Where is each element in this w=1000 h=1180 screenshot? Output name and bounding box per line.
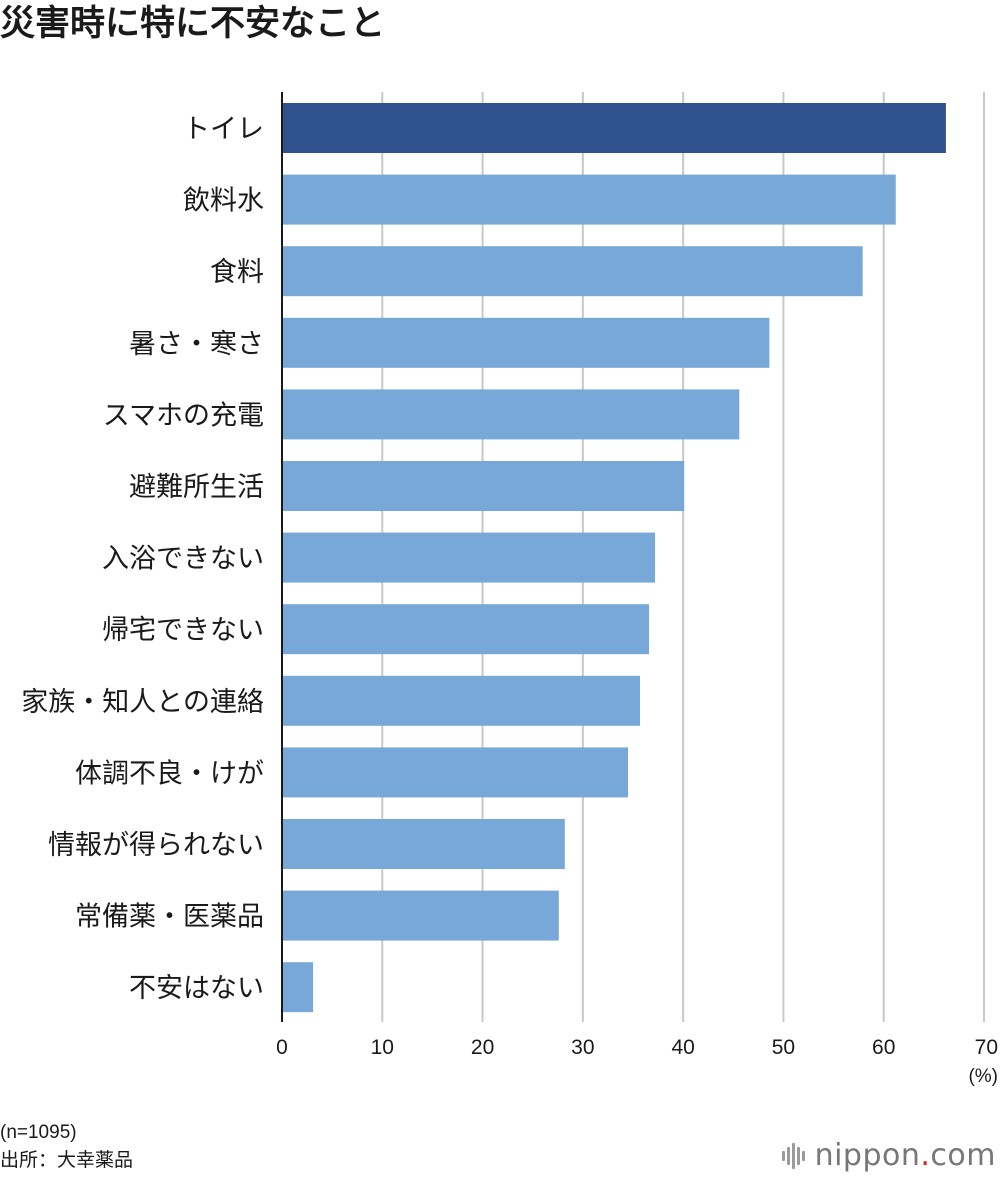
- bar: [282, 675, 641, 726]
- x-unit-label: (%): [968, 1066, 998, 1087]
- logo-bars-icon: [781, 1142, 805, 1169]
- category-label: 避難所生活: [129, 472, 264, 503]
- x-tick-label: 20: [471, 1036, 494, 1059]
- bar: [282, 246, 863, 297]
- x-tick-label: 60: [872, 1036, 895, 1059]
- bar: [282, 604, 650, 655]
- category-label: 入浴できない: [102, 544, 264, 575]
- category-label: スマホの充電: [103, 400, 264, 431]
- bar: [282, 174, 896, 225]
- category-label: トイレ: [183, 114, 264, 145]
- category-labels: トイレ飲料水食料暑さ・寒さスマホの充電避難所生活入浴できない帰宅できない家族・知…: [21, 114, 264, 1004]
- bar: [282, 532, 656, 583]
- x-tick-label: 40: [671, 1036, 694, 1059]
- bar: [282, 962, 314, 1013]
- chart-title: 災害時に特に不安なこと: [0, 4, 386, 44]
- category-label: 帰宅できない: [102, 615, 264, 646]
- x-tick-labels: 0 10 20 30 40 50 60 70: [276, 1036, 998, 1059]
- category-label: 情報が得られない: [48, 830, 264, 861]
- category-label: 不安はない: [129, 973, 264, 1004]
- bars: [282, 103, 946, 1013]
- bar: [282, 747, 628, 798]
- bar: [282, 819, 565, 869]
- bar: [282, 890, 559, 941]
- nippon-com-logo: nippon. com: [781, 1138, 996, 1173]
- category-label: 食料: [210, 257, 264, 288]
- category-label: 常備薬・医薬品: [75, 902, 264, 933]
- x-tick-label: 10: [371, 1036, 394, 1059]
- bar: [282, 317, 770, 368]
- logo-dot: .: [920, 1138, 931, 1173]
- category-label: 体調不良・けが: [75, 758, 264, 789]
- x-tick-label: 50: [772, 1036, 795, 1059]
- category-label: 暑さ・寒さ: [129, 329, 264, 360]
- sample-size-note: (n=1095): [0, 1122, 77, 1143]
- bar: [282, 461, 685, 511]
- bar-chart: トイレ飲料水食料暑さ・寒さスマホの充電避難所生活入浴できない帰宅できない家族・知…: [21, 92, 998, 1087]
- x-tick-label: 0: [276, 1036, 288, 1059]
- logo-suffix: com: [930, 1138, 996, 1173]
- category-label: 飲料水: [183, 186, 264, 217]
- category-label: 家族・知人との連絡: [21, 687, 264, 718]
- x-tick-label: 30: [571, 1036, 594, 1059]
- bar: [282, 103, 946, 153]
- x-tick-label: 70: [975, 1036, 998, 1059]
- bar: [282, 389, 740, 440]
- logo-name: nippon: [814, 1138, 921, 1173]
- source-note: 出所：大幸薬品: [0, 1149, 134, 1171]
